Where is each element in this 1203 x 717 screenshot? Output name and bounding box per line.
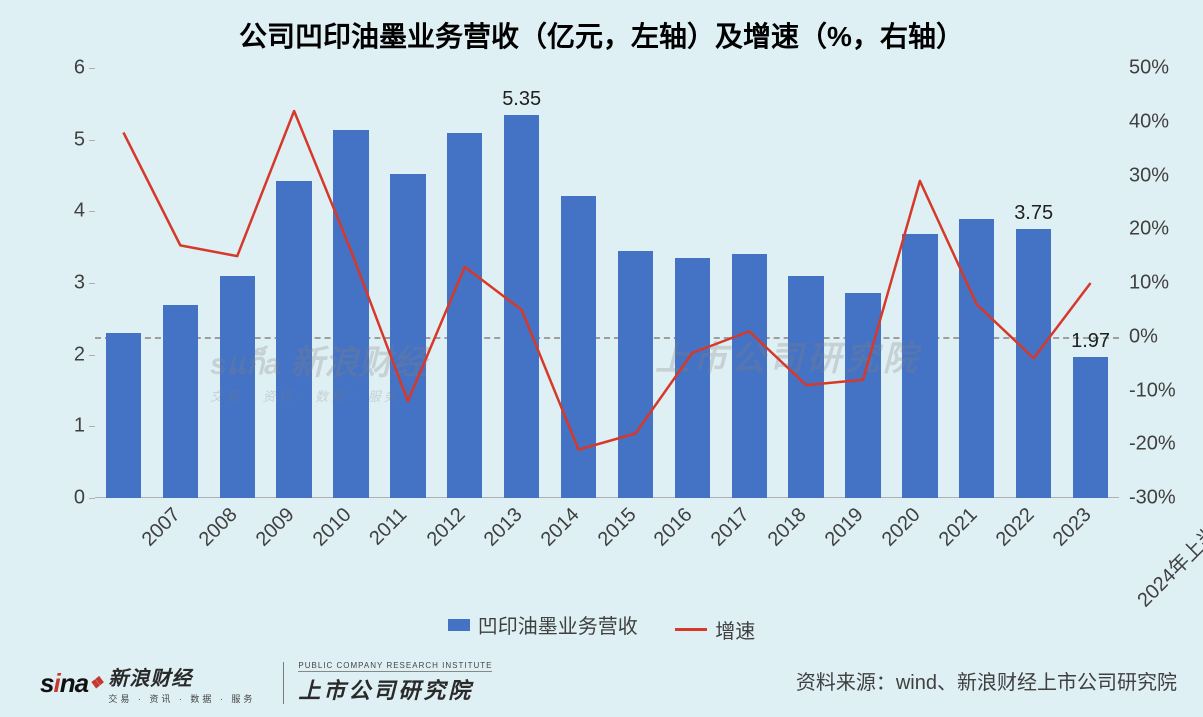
data-label: 3.75 [1014, 202, 1053, 225]
sina-logo: sina❖ 新浪财经 交易 · 资讯 · 数据 · 服务 [40, 662, 255, 705]
y-right-tick: 30% [1129, 164, 1169, 187]
source-text: 资料来源：wind、新浪财经上市公司研究院 [796, 666, 1177, 695]
y-right-tick: 40% [1129, 110, 1169, 133]
y-right-tick: -20% [1129, 433, 1176, 456]
legend: 凹印油墨业务营收 增速 [0, 610, 1203, 644]
growth-line [95, 68, 1119, 498]
x-tick: 2023 [1043, 498, 1096, 551]
sina-logo-subtext: 交易 · 资讯 · 数据 · 服务 [108, 692, 255, 705]
y-right-tick: 10% [1129, 272, 1169, 295]
logo-divider [283, 662, 284, 704]
y-left-tick: 4 [74, 200, 85, 223]
x-tick: 2019 [815, 498, 868, 551]
x-tick: 2021 [929, 498, 982, 551]
y-right-tick: 20% [1129, 218, 1169, 241]
footer: sina❖ 新浪财经 交易 · 资讯 · 数据 · 服务 PUBLIC COMP… [0, 657, 1203, 705]
x-tick: 2017 [701, 498, 754, 551]
y-left-tick: 6 [74, 57, 85, 80]
y-right-tick: 0% [1129, 325, 1158, 348]
x-tick: 2024年上半年 [1123, 498, 1203, 612]
y-left-tick: 1 [74, 415, 85, 438]
institute-cn: 上市公司研究院 [298, 673, 473, 705]
sina-logo-text: 新浪财经 [108, 662, 255, 691]
x-tick: 2013 [474, 498, 527, 551]
institute-en: PUBLIC COMPANY RESEARCH INSTITUTE [298, 661, 492, 672]
data-label: 5.35 [502, 88, 541, 111]
y-left-tick: 2 [74, 343, 85, 366]
chart-title: 公司凹印油墨业务营收（亿元，左轴）及增速（%，右轴） [0, 15, 1203, 55]
legend-item-line: 增速 [675, 615, 755, 644]
x-tick: 2020 [872, 498, 925, 551]
sina-wordmark-icon: sina❖ [40, 668, 102, 699]
data-label: 1.97 [1071, 330, 1110, 353]
legend-bar-label: 凹印油墨业务营收 [478, 610, 638, 639]
y-left-tick: 0 [74, 487, 85, 510]
y-right-tick: 50% [1129, 57, 1169, 80]
y-right-tick: -30% [1129, 487, 1176, 510]
x-tick: 2010 [303, 498, 356, 551]
x-tick: 2007 [132, 498, 185, 551]
bar-swatch-icon [448, 619, 470, 631]
y-left-tick: 5 [74, 128, 85, 151]
line-swatch-icon [675, 628, 707, 631]
legend-line-label: 增速 [715, 615, 755, 644]
x-tick: 2018 [758, 498, 811, 551]
x-tick: 2016 [644, 498, 697, 551]
x-tick: 2012 [417, 498, 470, 551]
x-tick: 2022 [986, 498, 1039, 551]
x-tick: 2014 [531, 498, 584, 551]
institute-logo: PUBLIC COMPANY RESEARCH INSTITUTE 上市公司研究… [298, 661, 492, 705]
legend-item-bar: 凹印油墨业务营收 [448, 610, 638, 639]
x-tick: 2009 [246, 498, 299, 551]
y-left-tick: 3 [74, 272, 85, 295]
x-tick: 2015 [588, 498, 641, 551]
y-right-tick: -10% [1129, 379, 1176, 402]
chart-plot-area: 0123456-30%-20%-10%0%10%20%30%40%50%sแก็… [95, 68, 1119, 498]
x-tick: 2011 [360, 498, 412, 550]
logo-area: sina❖ 新浪财经 交易 · 资讯 · 数据 · 服务 PUBLIC COMP… [40, 661, 492, 705]
x-tick: 2008 [189, 498, 242, 551]
